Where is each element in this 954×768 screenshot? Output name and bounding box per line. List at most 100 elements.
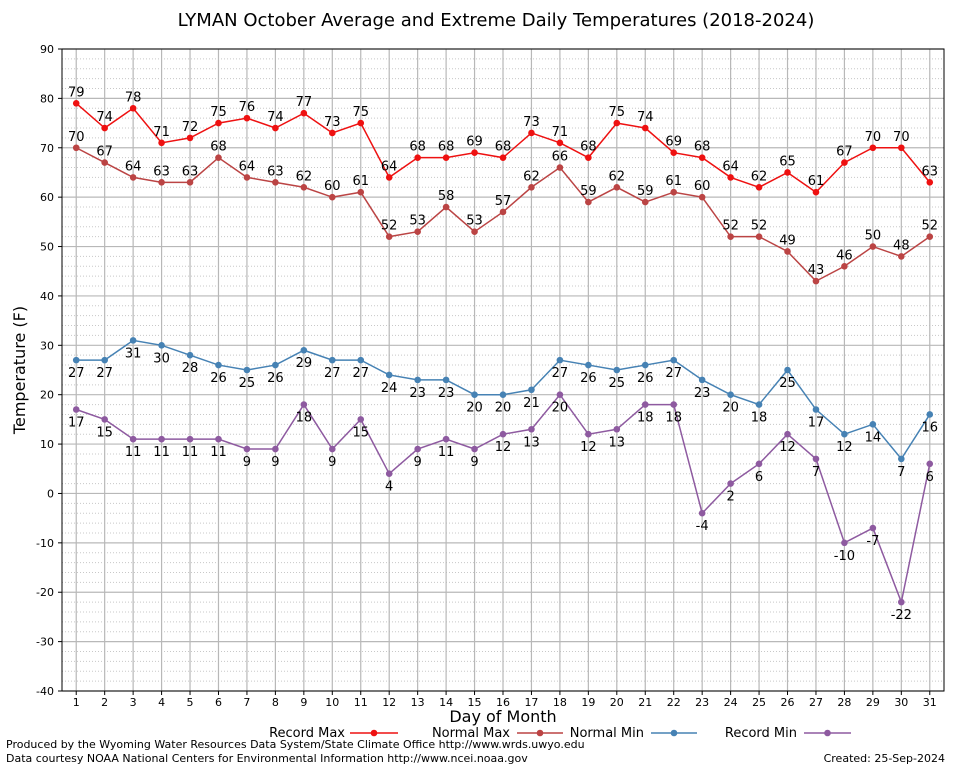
normal-min-data-label: 7 xyxy=(897,465,905,480)
normal-min-point xyxy=(158,342,165,349)
record-min-point xyxy=(385,470,393,478)
normal-min-point xyxy=(243,366,251,374)
chart-title: LYMAN October Average and Extreme Daily … xyxy=(178,10,815,31)
record-min-data-label: -22 xyxy=(891,608,912,623)
normal-max-point xyxy=(328,193,336,201)
record-min-point xyxy=(300,401,308,408)
normal-min-data-label: 26 xyxy=(267,371,284,386)
normal-max-point xyxy=(243,174,251,181)
normal-max-point xyxy=(727,233,734,240)
record-min-point xyxy=(272,445,279,453)
normal-max-point xyxy=(926,233,934,240)
normal-max-data-label: 64 xyxy=(239,159,256,174)
normal-min-point xyxy=(272,361,279,369)
normal-min-point xyxy=(585,361,592,369)
normal-max-data-label: 63 xyxy=(182,164,199,179)
record-min-data-label: 18 xyxy=(637,411,654,426)
x-axis-ticks: 1 2 3 4 5 6 7 8 9 10 11 12 13 14 15 16 17 18 19 20 21 22 23 24 2… xyxy=(73,691,937,709)
normal-max-point xyxy=(272,179,279,186)
record-min-point xyxy=(812,455,820,463)
record-min-data-label: 20 xyxy=(552,401,569,416)
record-min-data-label: 7 xyxy=(812,465,820,480)
record-min-point xyxy=(357,416,365,423)
record-max-point xyxy=(869,144,877,152)
record-min-point xyxy=(129,435,137,443)
footer-data-courtesy: Data courtesy NOAA National Centers for … xyxy=(6,752,528,765)
x-tick-label: 10 xyxy=(325,696,339,709)
normal-min-data-label: 25 xyxy=(239,376,256,391)
x-tick-label: 8 xyxy=(272,696,279,709)
normal-min-data-label: 27 xyxy=(68,366,85,381)
record-max-point xyxy=(385,174,393,181)
record-max-data-label: 78 xyxy=(125,90,142,105)
record-min-data-label: 13 xyxy=(523,435,540,450)
normal-max-point xyxy=(186,179,194,186)
y-tick-label: -10 xyxy=(36,537,54,550)
legend-label-normal-min: Normal Min xyxy=(570,726,644,741)
normal-min-point xyxy=(101,356,108,364)
legend-label-record-max: Record Max xyxy=(269,726,345,741)
normal-min-point xyxy=(898,455,905,463)
normal-min-data-label: 14 xyxy=(865,430,882,445)
record-max-data-label: 73 xyxy=(523,115,540,130)
record-min-point xyxy=(328,445,336,453)
normal-min-point xyxy=(186,351,194,359)
x-axis-label: Day of Month xyxy=(449,707,556,726)
record-max-point xyxy=(926,179,934,186)
normal-min-point xyxy=(755,401,763,408)
x-tick-label: 31 xyxy=(923,696,937,709)
record-min-point xyxy=(727,480,734,487)
normal-max-data-label: 68 xyxy=(210,140,227,155)
normal-max-data-label: 59 xyxy=(580,184,597,199)
record-min-data-label: 11 xyxy=(438,445,455,460)
normal-min-data-label: 25 xyxy=(609,376,626,391)
record-min-point xyxy=(641,401,649,408)
x-tick-label: 22 xyxy=(667,696,681,709)
footer-produced-by: Produced by the Wyoming Water Resources … xyxy=(6,738,585,751)
legend-label-normal-max: Normal Max xyxy=(432,726,510,741)
normal-min-point xyxy=(499,391,507,398)
normal-min-point xyxy=(812,406,820,413)
normal-max-point xyxy=(869,243,877,250)
plot-area-frame xyxy=(61,48,945,692)
record-min-point xyxy=(784,430,791,438)
record-min-data-label: 12 xyxy=(779,440,796,455)
record-min-data-label: 6 xyxy=(926,470,934,485)
normal-min-point xyxy=(72,356,80,364)
grid xyxy=(62,48,944,692)
record-max-point xyxy=(414,154,421,161)
normal-max-data-label: 60 xyxy=(324,179,341,194)
record-min-point xyxy=(72,406,80,413)
record-max-data-label: 63 xyxy=(922,164,939,179)
record-min-data-label: -7 xyxy=(866,534,879,549)
normal-min-point xyxy=(670,356,678,364)
record-max-data-label: 68 xyxy=(495,140,512,155)
record-max-point xyxy=(186,134,194,142)
normal-min-data-label: 27 xyxy=(324,366,341,381)
normal-min-point xyxy=(613,366,621,374)
normal-max-data-label: 53 xyxy=(409,214,426,229)
normal-max-point xyxy=(613,183,621,191)
normal-max-data-label: 67 xyxy=(96,145,113,160)
record-max-data-label: 68 xyxy=(580,140,597,155)
normal-min-point xyxy=(215,361,222,369)
y-tick-label: 90 xyxy=(40,43,54,56)
record-min-point xyxy=(243,445,251,453)
normal-max-data-label: 61 xyxy=(352,174,369,189)
normal-max-data-label: 62 xyxy=(523,169,540,184)
record-min-data-label: 9 xyxy=(243,455,251,470)
normal-min-data-label: 27 xyxy=(96,366,113,381)
normal-max-data-label: 49 xyxy=(779,233,796,248)
normal-max-point xyxy=(385,233,393,240)
y-tick-label: -20 xyxy=(36,586,54,599)
record-max-point xyxy=(72,100,80,107)
normal-min-point xyxy=(442,376,450,384)
normal-max-data-label: 61 xyxy=(665,174,682,189)
legend-marker-record-max xyxy=(370,729,378,737)
normal-max-point xyxy=(300,183,308,191)
record-max-point xyxy=(499,154,507,161)
footer-created-date: Created: 25-Sep-2024 xyxy=(824,752,945,765)
record-min-data-label: 4 xyxy=(385,480,393,495)
x-tick-label: 27 xyxy=(809,696,823,709)
record-min-data-label: 6 xyxy=(755,470,763,485)
